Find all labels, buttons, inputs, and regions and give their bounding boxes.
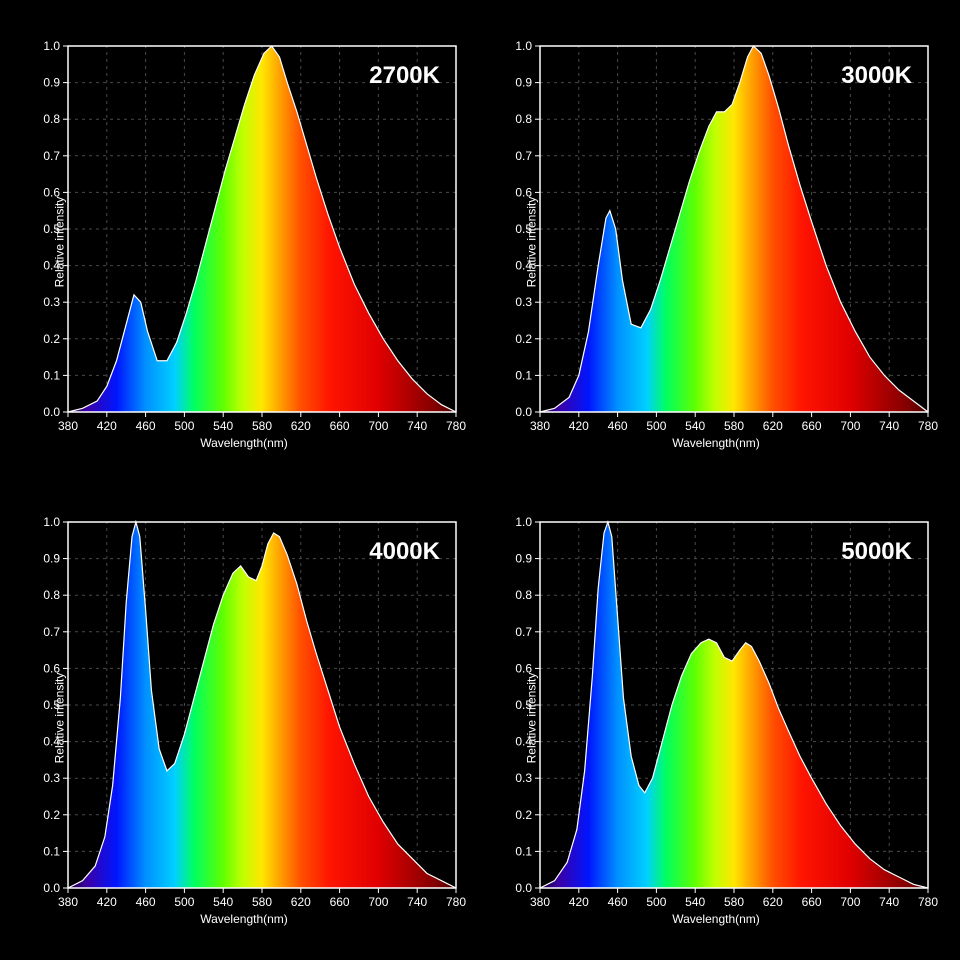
svg-text:0.1: 0.1 xyxy=(43,844,60,858)
svg-text:780: 780 xyxy=(446,895,466,909)
svg-text:700: 700 xyxy=(840,895,860,909)
svg-text:500: 500 xyxy=(174,895,194,909)
svg-text:0.0: 0.0 xyxy=(43,881,60,895)
svg-text:660: 660 xyxy=(330,419,350,433)
svg-text:0.3: 0.3 xyxy=(43,295,60,309)
svg-text:620: 620 xyxy=(291,419,311,433)
svg-text:0.2: 0.2 xyxy=(515,808,532,822)
svg-text:0.8: 0.8 xyxy=(515,588,532,602)
svg-text:740: 740 xyxy=(407,895,427,909)
spectrum-panel-p3000: 380 420 460 500 540 580 620 660 700 740 780 0.0 0.1… xyxy=(492,32,940,452)
svg-text:0.2: 0.2 xyxy=(515,332,532,346)
svg-text:460: 460 xyxy=(608,895,628,909)
svg-text:460: 460 xyxy=(608,419,628,433)
svg-text:660: 660 xyxy=(802,419,822,433)
svg-text:500: 500 xyxy=(174,419,194,433)
svg-text:0.3: 0.3 xyxy=(515,771,532,785)
svg-text:0.0: 0.0 xyxy=(515,881,532,895)
x-axis-label: Wavelength(nm) xyxy=(200,912,288,926)
svg-text:0.1: 0.1 xyxy=(515,368,532,382)
svg-text:0.1: 0.1 xyxy=(43,368,60,382)
svg-text:0.9: 0.9 xyxy=(43,76,60,90)
svg-text:0.3: 0.3 xyxy=(43,771,60,785)
svg-text:660: 660 xyxy=(330,895,350,909)
svg-text:700: 700 xyxy=(840,419,860,433)
svg-text:620: 620 xyxy=(763,895,783,909)
panel-title: 3000K xyxy=(841,62,912,90)
svg-text:500: 500 xyxy=(646,419,666,433)
svg-text:420: 420 xyxy=(569,895,589,909)
svg-text:380: 380 xyxy=(58,419,78,433)
svg-text:460: 460 xyxy=(136,419,156,433)
svg-text:740: 740 xyxy=(879,895,899,909)
svg-text:1.0: 1.0 xyxy=(43,39,60,53)
svg-text:740: 740 xyxy=(407,419,427,433)
panel-title: 5000K xyxy=(841,538,912,566)
svg-text:0.9: 0.9 xyxy=(515,76,532,90)
svg-text:1.0: 1.0 xyxy=(43,515,60,529)
spectrum-svg: 380 420 460 500 540 580 620 660 700 740 780 0.0 0.1… xyxy=(20,32,468,452)
spectrum-panel-p2700: 380 420 460 500 540 580 620 660 700 740 780 0.0 0.1… xyxy=(20,32,468,452)
svg-text:620: 620 xyxy=(763,419,783,433)
svg-text:580: 580 xyxy=(724,895,744,909)
x-axis-label: Wavelength(nm) xyxy=(672,912,760,926)
svg-text:540: 540 xyxy=(213,895,233,909)
svg-text:580: 580 xyxy=(724,419,744,433)
svg-text:780: 780 xyxy=(446,419,466,433)
svg-text:1.0: 1.0 xyxy=(515,39,532,53)
svg-text:0.2: 0.2 xyxy=(43,332,60,346)
svg-text:420: 420 xyxy=(569,419,589,433)
svg-text:540: 540 xyxy=(685,895,705,909)
svg-text:0.7: 0.7 xyxy=(43,149,60,163)
x-axis-label: Wavelength(nm) xyxy=(672,436,760,450)
svg-text:0.8: 0.8 xyxy=(43,588,60,602)
svg-text:0.1: 0.1 xyxy=(515,844,532,858)
svg-text:500: 500 xyxy=(646,895,666,909)
svg-text:0.0: 0.0 xyxy=(43,405,60,419)
panel-title: 2700K xyxy=(369,62,440,90)
svg-text:0.7: 0.7 xyxy=(43,625,60,639)
svg-text:460: 460 xyxy=(136,895,156,909)
y-axis-label: Relative intensity xyxy=(524,673,538,764)
spectrum-panel-p4000: 380 420 460 500 540 580 620 660 700 740 780 0.0 0.1… xyxy=(20,508,468,928)
svg-text:420: 420 xyxy=(97,895,117,909)
svg-text:540: 540 xyxy=(685,419,705,433)
svg-text:0.0: 0.0 xyxy=(515,405,532,419)
spectrum-panel-p5000: 380 420 460 500 540 580 620 660 700 740 780 0.0 0.1… xyxy=(492,508,940,928)
svg-text:380: 380 xyxy=(530,419,550,433)
panel-title: 4000K xyxy=(369,538,440,566)
svg-text:580: 580 xyxy=(252,895,272,909)
svg-text:780: 780 xyxy=(918,419,938,433)
y-axis-label: Relative intensity xyxy=(524,197,538,288)
spectrum-svg: 380 420 460 500 540 580 620 660 700 740 780 0.0 0.1… xyxy=(492,32,940,452)
svg-text:1.0: 1.0 xyxy=(515,515,532,529)
x-axis-label: Wavelength(nm) xyxy=(200,436,288,450)
y-axis-label: Relative intensity xyxy=(52,673,66,764)
svg-text:0.2: 0.2 xyxy=(43,808,60,822)
svg-text:780: 780 xyxy=(918,895,938,909)
spectrum-svg: 380 420 460 500 540 580 620 660 700 740 780 0.0 0.1… xyxy=(20,508,468,928)
svg-text:580: 580 xyxy=(252,419,272,433)
spectrum-svg: 380 420 460 500 540 580 620 660 700 740 780 0.0 0.1… xyxy=(492,508,940,928)
svg-text:620: 620 xyxy=(291,895,311,909)
svg-text:0.8: 0.8 xyxy=(43,112,60,126)
svg-text:0.8: 0.8 xyxy=(515,112,532,126)
svg-text:0.9: 0.9 xyxy=(43,552,60,566)
svg-text:0.7: 0.7 xyxy=(515,149,532,163)
svg-text:540: 540 xyxy=(213,419,233,433)
svg-text:0.7: 0.7 xyxy=(515,625,532,639)
y-axis-label: Relative intensity xyxy=(52,197,66,288)
svg-text:380: 380 xyxy=(58,895,78,909)
svg-text:660: 660 xyxy=(802,895,822,909)
svg-text:0.3: 0.3 xyxy=(515,295,532,309)
chart-grid: 380 420 460 500 540 580 620 660 700 740 780 0.0 0.1… xyxy=(0,0,960,960)
svg-text:700: 700 xyxy=(368,895,388,909)
svg-text:740: 740 xyxy=(879,419,899,433)
svg-text:0.9: 0.9 xyxy=(515,552,532,566)
svg-text:380: 380 xyxy=(530,895,550,909)
svg-text:420: 420 xyxy=(97,419,117,433)
svg-text:700: 700 xyxy=(368,419,388,433)
